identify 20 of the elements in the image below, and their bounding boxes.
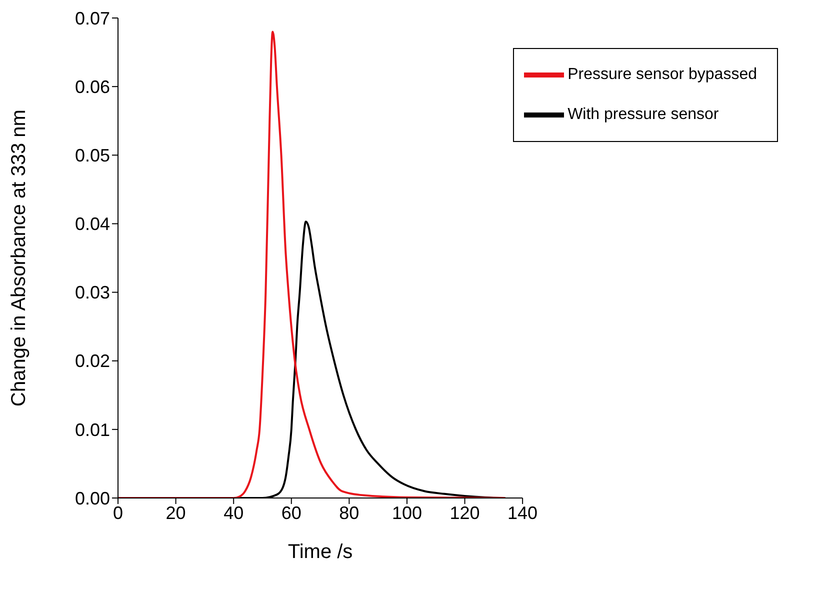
x-tick-label: 80 — [339, 502, 360, 523]
y-tick-label: 0.02 — [74, 351, 110, 372]
y-tick-label: 0.01 — [74, 420, 110, 440]
y-axis-title: Change in Absorbance at 333 nm — [8, 110, 30, 406]
y-tick-label: 0.06 — [74, 76, 110, 97]
x-tick-label: 0 — [112, 502, 124, 523]
y-tick-label: 0.07 — [74, 8, 110, 28]
x-tick-label: 20 — [166, 502, 186, 523]
x-tick-label: 120 — [450, 502, 480, 523]
legend-label: With pressure sensor — [568, 106, 719, 124]
x-tick-label: 40 — [224, 502, 244, 523]
y-tick-label: 0.03 — [74, 282, 110, 303]
legend-label: Pressure sensor bypassed — [568, 66, 757, 84]
x-axis-title: Time /s — [288, 541, 353, 563]
y-tick-label: 0.00 — [74, 488, 110, 508]
x-tick-label: 60 — [281, 502, 302, 523]
x-tick-label: 140 — [508, 502, 538, 523]
y-tick-label: 0.04 — [74, 214, 110, 234]
y-tick-label: 0.05 — [74, 146, 110, 166]
x-tick-label: 100 — [392, 502, 422, 523]
